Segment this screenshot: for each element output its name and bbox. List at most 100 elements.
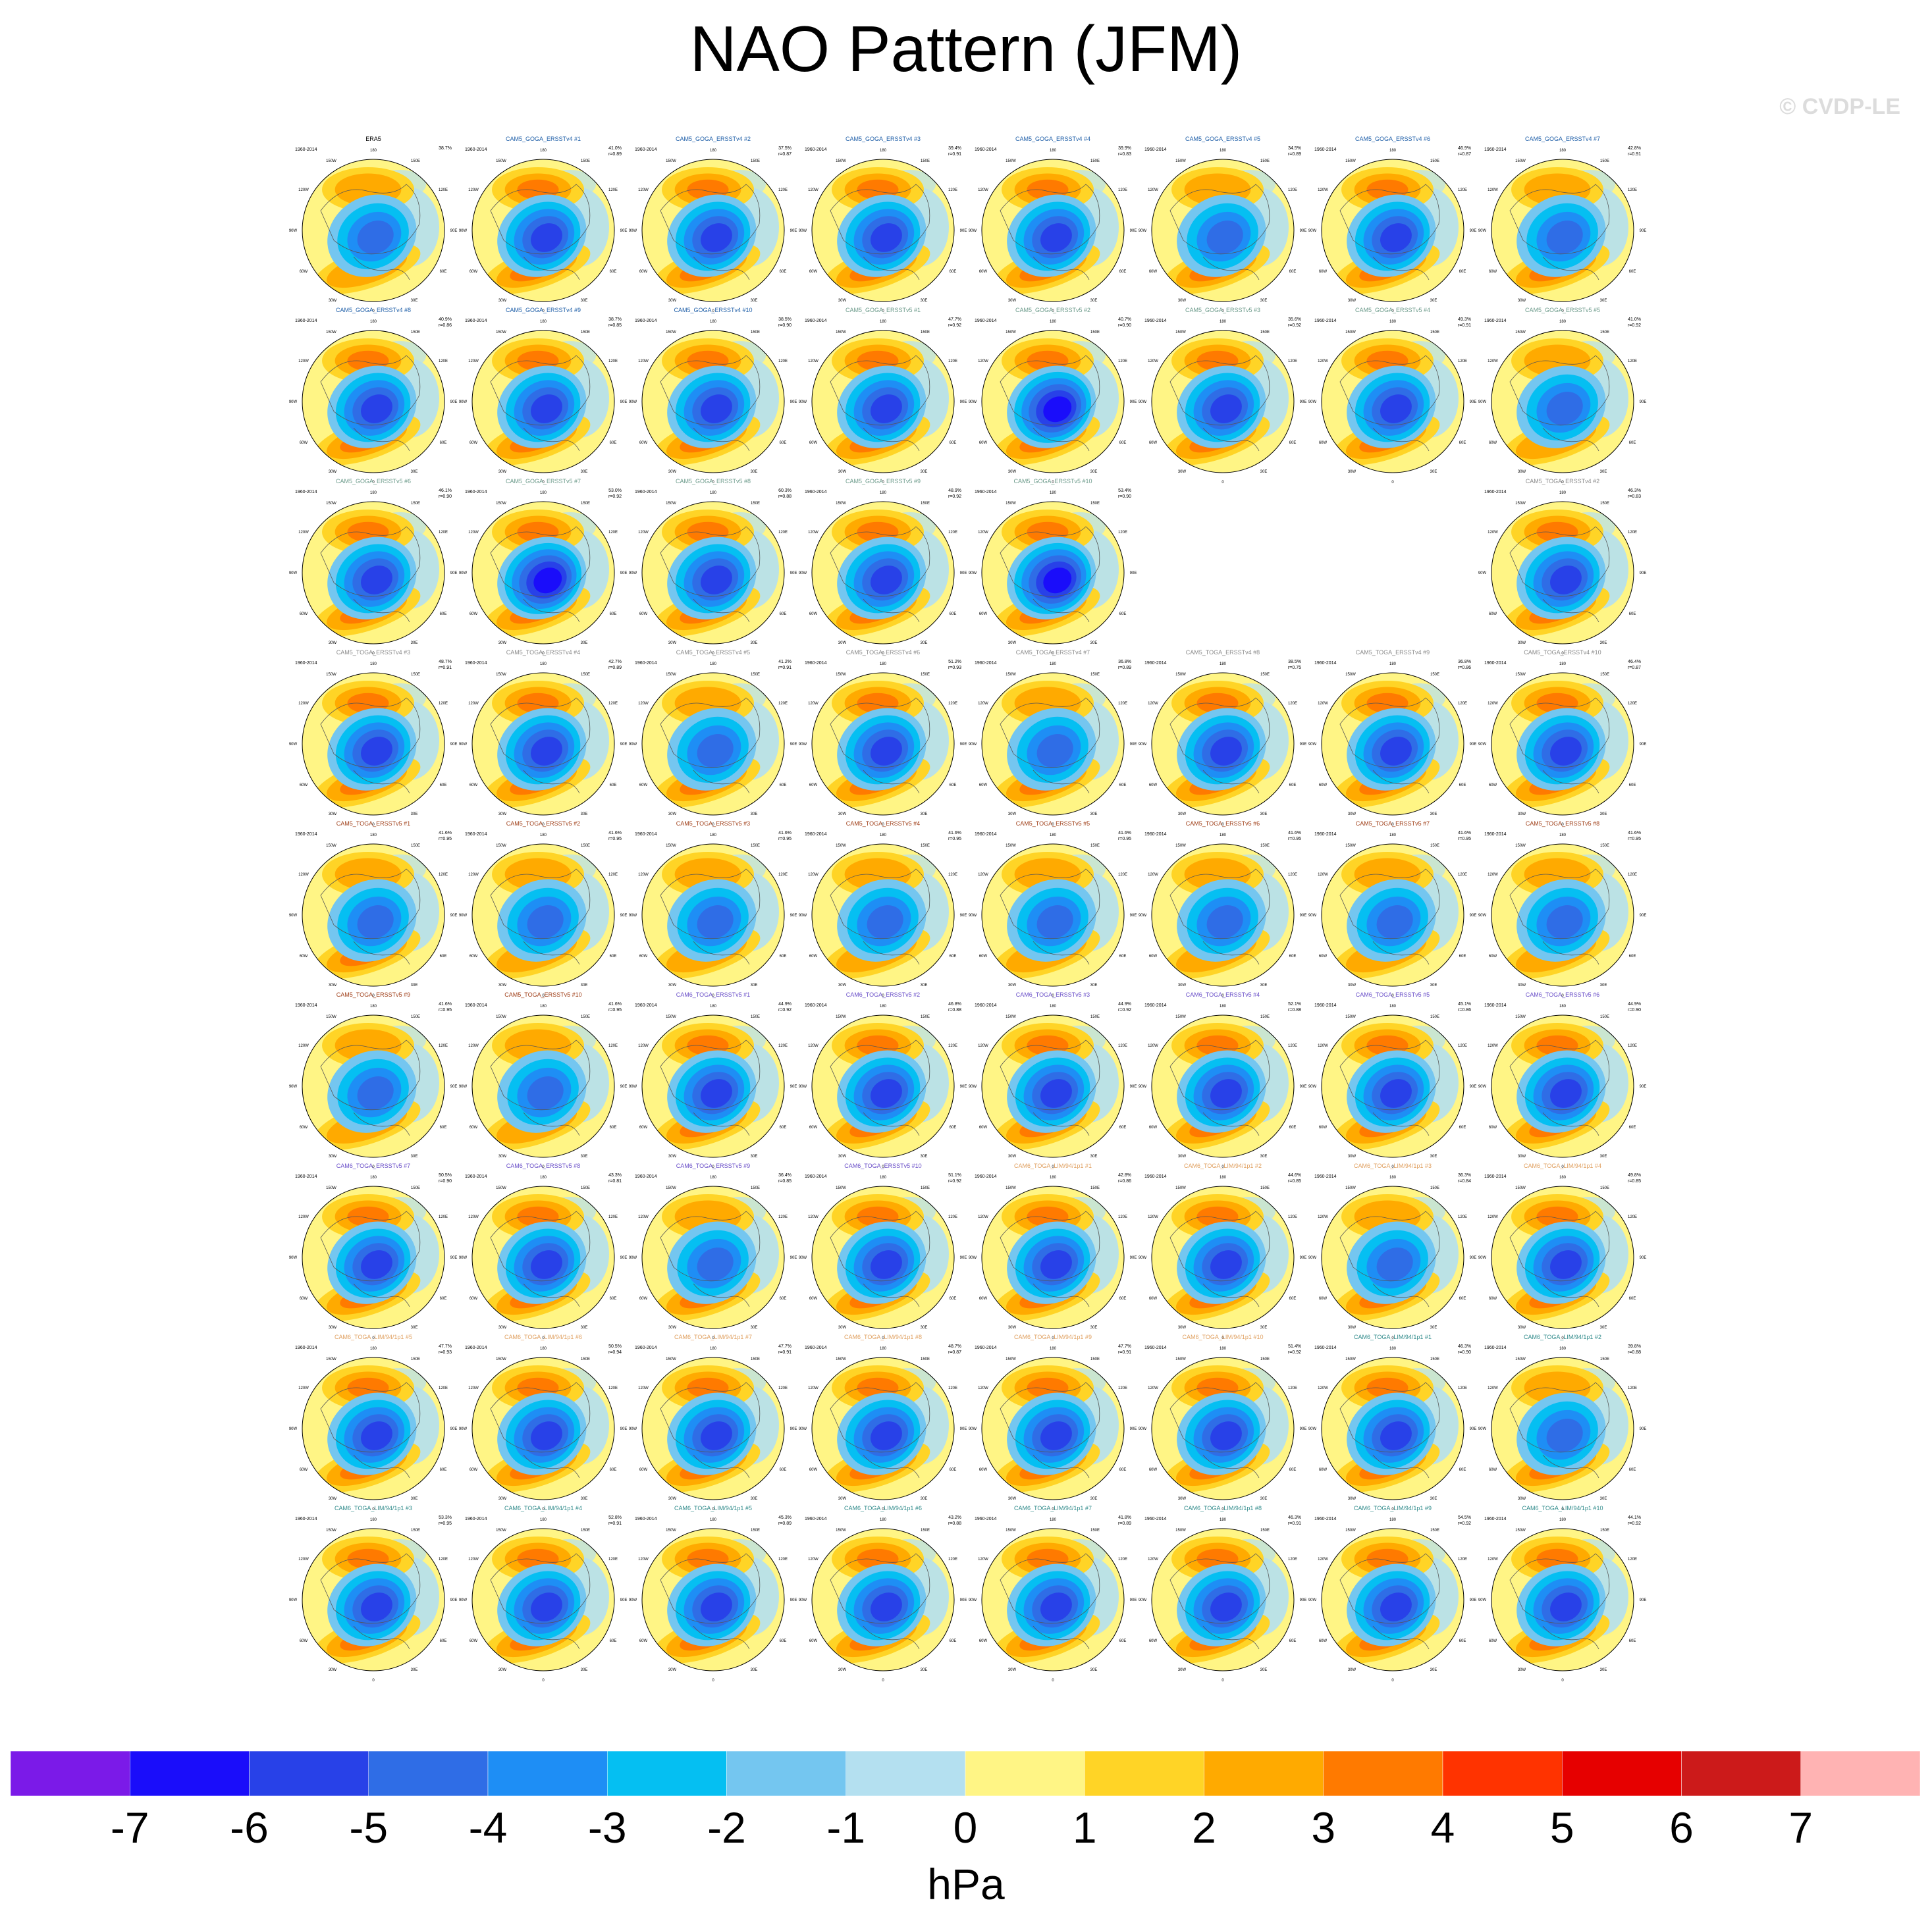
map-longitude-label: 120W: [1318, 702, 1328, 706]
map-longitude-label: 60E: [780, 441, 787, 445]
panel-variance-pct: 46.3%: [1458, 1344, 1471, 1349]
field-arctic-low: [531, 1250, 562, 1279]
map-longitude-label: 30W: [838, 1155, 847, 1159]
map-longitude-label: 120E: [439, 1215, 448, 1219]
map-longitude-label: 30E: [1430, 812, 1437, 816]
map-border: [981, 672, 1125, 816]
colorbar-tick-label: 6: [1669, 1803, 1694, 1852]
colorbar-swatch: [726, 1751, 846, 1796]
map-longitude-label: 0: [1221, 481, 1224, 485]
map-longitude-label: 60W: [1149, 1126, 1158, 1130]
coastline: [1000, 697, 1100, 768]
field-arctic-low: [361, 394, 392, 423]
panel-variance-pct: 52.8%: [608, 1515, 622, 1520]
map-longitude-label: 90E: [1130, 743, 1137, 747]
map-longitude-label: 150E: [581, 673, 590, 677]
map-longitude-label: 150E: [1090, 1015, 1100, 1019]
map-longitude-label: 30W: [838, 1497, 847, 1501]
map-longitude-label: 0: [882, 1165, 884, 1169]
colorbar-tick-label: 1: [1072, 1803, 1097, 1852]
panel-variance-pct: 41.6%: [778, 831, 792, 835]
coastline: [830, 355, 930, 426]
map-border: [302, 672, 445, 816]
map-longitude-label: 90W: [289, 571, 298, 575]
map-longitude-label: 60W: [1319, 441, 1328, 445]
map-longitude-label: 60W: [979, 783, 988, 787]
map-longitude-label: 0: [542, 1508, 545, 1512]
map-longitude-label: 60W: [979, 1297, 988, 1301]
panel-title: CAM5_TOGA_ERSSTv5 #2: [506, 820, 581, 827]
map-longitude-label: 90E: [960, 400, 967, 404]
panel-pattern-corr: r=0.90: [1627, 1008, 1641, 1012]
coastline: [1509, 355, 1610, 426]
map-longitude-label: 60W: [639, 1468, 648, 1472]
map-border: [981, 1528, 1125, 1671]
map-longitude-label: 180: [370, 320, 377, 324]
panel-period: 1960-2014: [1144, 1003, 1167, 1008]
coastline: [523, 941, 580, 965]
panel-title: CAM6_TOGA_LIM/94/1p1 #9: [1354, 1505, 1432, 1512]
map-border: [641, 1186, 785, 1329]
coastline: [320, 526, 421, 597]
panel-period: 1960-2014: [1484, 147, 1507, 152]
panel-variance-pct: 35.6%: [1288, 317, 1301, 322]
map-longitude-label: 150E: [581, 1529, 590, 1533]
coastline: [1542, 256, 1599, 280]
map-longitude-label: 90W: [289, 1256, 298, 1260]
map-longitude-label: 90E: [1300, 400, 1307, 404]
map-longitude-label: 30E: [1090, 984, 1098, 987]
map-longitude-label: 30W: [838, 641, 847, 645]
map-longitude-label: 90E: [450, 1427, 458, 1431]
map-longitude-label: 120W: [1488, 1044, 1498, 1048]
map-longitude-label: 120E: [948, 359, 957, 363]
map-longitude-label: 60E: [610, 1126, 617, 1130]
map-longitude-label: 150E: [411, 1357, 420, 1361]
map-longitude-label: 150E: [751, 1186, 760, 1190]
map-longitude-label: 90E: [450, 229, 458, 233]
coastline: [1033, 256, 1090, 280]
panel-period: 1960-2014: [975, 1517, 997, 1521]
coastline: [353, 1454, 410, 1479]
map-border: [1321, 1357, 1464, 1500]
map-longitude-label: 150E: [1430, 1529, 1439, 1533]
panel-variance-pct: 39.9%: [1118, 146, 1131, 151]
map-longitude-label: 0: [882, 481, 884, 485]
map-longitude-label: 30E: [1260, 470, 1268, 474]
map-longitude-label: 180: [540, 1347, 547, 1351]
panel-title: CAM6_TOGA_LIM/94/1p1 #3: [1354, 1163, 1432, 1169]
map-longitude-label: 180: [710, 833, 717, 837]
map-longitude-label: 60W: [809, 783, 818, 787]
map-longitude-label: 180: [880, 1518, 887, 1522]
map-panel: 180 150W 150E 120W 120E 90W 90E 60W 60E 30W 30E 0 CA…: [629, 306, 797, 485]
map-border: [471, 1528, 615, 1671]
map-longitude-label: 0: [712, 309, 714, 313]
map-longitude-label: 180: [1050, 491, 1057, 495]
map-longitude-label: 90E: [1470, 1598, 1477, 1602]
panel-title: CAM5_GOGA_ERSSTv5 #7: [505, 478, 581, 485]
map-longitude-label: 150E: [411, 1186, 420, 1190]
map-longitude-label: 120E: [608, 531, 618, 535]
map-longitude-label: 60E: [440, 1468, 447, 1472]
panel-title: CAM5_GOGA_ERSSTv5 #1: [845, 307, 921, 313]
map-longitude-label: 0: [712, 1165, 714, 1169]
map-longitude-label: 120E: [1458, 1386, 1467, 1390]
map-border: [1151, 330, 1295, 473]
map-longitude-label: 60W: [979, 955, 988, 959]
panel-period: 1960-2014: [805, 661, 827, 666]
map-longitude-label: 30W: [1008, 984, 1017, 987]
map-longitude-label: 30E: [921, 470, 928, 474]
colorbar: [11, 1751, 1920, 1796]
map-longitude-label: 60E: [1629, 955, 1636, 959]
map-longitude-label: 150W: [1345, 1529, 1356, 1533]
map-panel: 180 150W 150E 120W 120E 90W 90E 60W 60E 30W 30E 0 CA…: [1139, 306, 1307, 485]
map-longitude-label: 0: [1221, 1165, 1224, 1169]
map-border: [1151, 672, 1295, 816]
map-longitude-label: 0: [882, 1508, 884, 1512]
panel-title: CAM5_TOGA_ERSSTv5 #9: [336, 991, 411, 998]
map-longitude-label: 150E: [1600, 1357, 1609, 1361]
map-border: [1491, 672, 1634, 816]
